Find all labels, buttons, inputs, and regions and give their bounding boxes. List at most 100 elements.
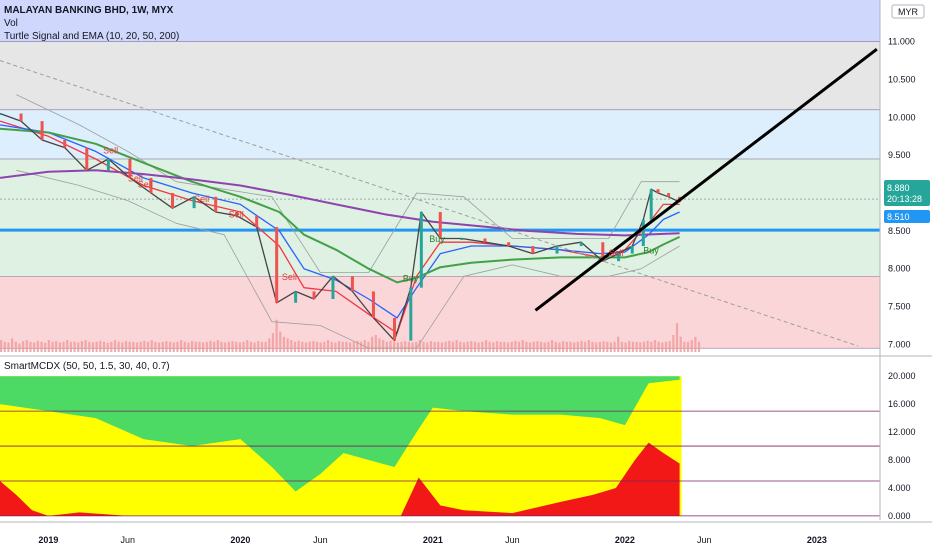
volume-bar — [495, 341, 499, 352]
volume-bar — [444, 341, 447, 352]
oscillator-green-area — [0, 376, 680, 492]
volume-bar — [187, 342, 190, 352]
volume-bar — [99, 340, 102, 352]
volume-bar — [238, 342, 241, 352]
volume-bar — [176, 341, 179, 352]
series-ema-200 — [0, 169, 680, 237]
volume-bar — [40, 341, 43, 352]
volume-bar — [293, 341, 297, 352]
candle — [235, 211, 239, 216]
candle — [192, 196, 196, 209]
volume-bar — [36, 340, 39, 352]
volume-bar — [455, 340, 458, 352]
candle — [312, 291, 316, 300]
volume-bar — [198, 341, 201, 352]
volume-bar — [551, 340, 554, 352]
time-tick-label: Jun — [313, 535, 328, 545]
signal-label-sell: Sell — [609, 248, 624, 258]
series-turtle-lower — [16, 169, 680, 349]
signal-label-buy: Buy — [403, 274, 419, 284]
price-tick-label: 11.000 — [888, 37, 915, 47]
volume-bar — [249, 341, 253, 352]
level-badge-value: 8.510 — [887, 212, 910, 222]
volume-bar — [411, 342, 414, 352]
volume-bar — [77, 342, 80, 352]
volume-bar — [209, 340, 212, 352]
volume-bar — [260, 341, 264, 352]
currency-badge-box[interactable] — [891, 4, 925, 19]
candle — [171, 193, 175, 209]
candle — [149, 177, 153, 194]
volume-bar — [304, 342, 308, 352]
volume-bar — [521, 340, 524, 352]
volume-bar — [154, 341, 157, 352]
volume-bar — [268, 338, 271, 352]
volume-bar — [650, 341, 653, 352]
volume-bar — [213, 341, 216, 352]
volume-bar — [264, 341, 267, 352]
volume-bar — [466, 341, 469, 352]
volume-bar — [84, 340, 87, 352]
volume-bar — [694, 336, 697, 352]
volume-bar — [69, 341, 73, 352]
candle — [128, 158, 132, 178]
candle — [617, 253, 621, 262]
volume-bar — [183, 341, 186, 352]
volume-bar — [429, 341, 433, 352]
volume-bar — [385, 341, 388, 352]
volume-bar — [664, 341, 668, 352]
volume-bar — [624, 342, 627, 352]
volume-bar — [653, 340, 657, 352]
price-zone-2 — [0, 109, 880, 159]
volume-bar — [426, 342, 429, 352]
volume-bar — [11, 338, 14, 352]
volume-bar — [404, 341, 407, 352]
volume-bar — [157, 342, 161, 352]
volume-bar — [514, 340, 517, 352]
volume-bar — [135, 342, 139, 352]
volume-bar — [22, 341, 25, 352]
volume-bar — [113, 340, 117, 352]
volume-bar — [25, 340, 28, 352]
currency-badge[interactable]: MYR — [898, 7, 919, 17]
volume-bar — [194, 341, 197, 352]
volume-bar — [150, 340, 153, 352]
volume-bar — [161, 341, 164, 352]
volume-bar — [242, 341, 245, 352]
volume-bar — [374, 335, 377, 352]
volume-bar — [580, 340, 583, 352]
price-tick-label: 10.000 — [888, 112, 916, 122]
candle — [393, 317, 397, 341]
volume-bar — [165, 341, 168, 352]
volume-bar — [448, 340, 451, 352]
volume-bar — [367, 341, 370, 352]
price-badge-box — [884, 180, 930, 206]
volume-bar — [510, 341, 513, 352]
volume-bar — [462, 342, 466, 352]
volume-bar — [506, 342, 510, 352]
volume-bar — [312, 341, 315, 352]
signal-label-sell: Sell — [138, 180, 153, 190]
volume-bar — [330, 341, 333, 352]
volume-bar — [319, 342, 322, 352]
volume-bar — [517, 341, 521, 352]
volume-bar — [95, 341, 98, 352]
volume-bar — [389, 340, 392, 352]
volume-bar — [536, 341, 539, 352]
volume-bar — [587, 340, 590, 352]
candle — [555, 246, 559, 254]
volume-bar — [286, 338, 289, 352]
volume-bar — [569, 341, 572, 352]
time-tick-label: Jun — [697, 535, 712, 545]
price-zone-1 — [0, 41, 880, 110]
volume-bar — [672, 335, 675, 352]
volume-bar — [540, 341, 543, 352]
series-turtle-upper — [16, 94, 680, 273]
volume-bar — [308, 341, 311, 352]
candle — [649, 189, 653, 220]
volume-bar — [124, 341, 128, 352]
volume-bar — [227, 341, 230, 352]
volume-bar — [492, 342, 495, 352]
volume-bar — [55, 341, 58, 352]
